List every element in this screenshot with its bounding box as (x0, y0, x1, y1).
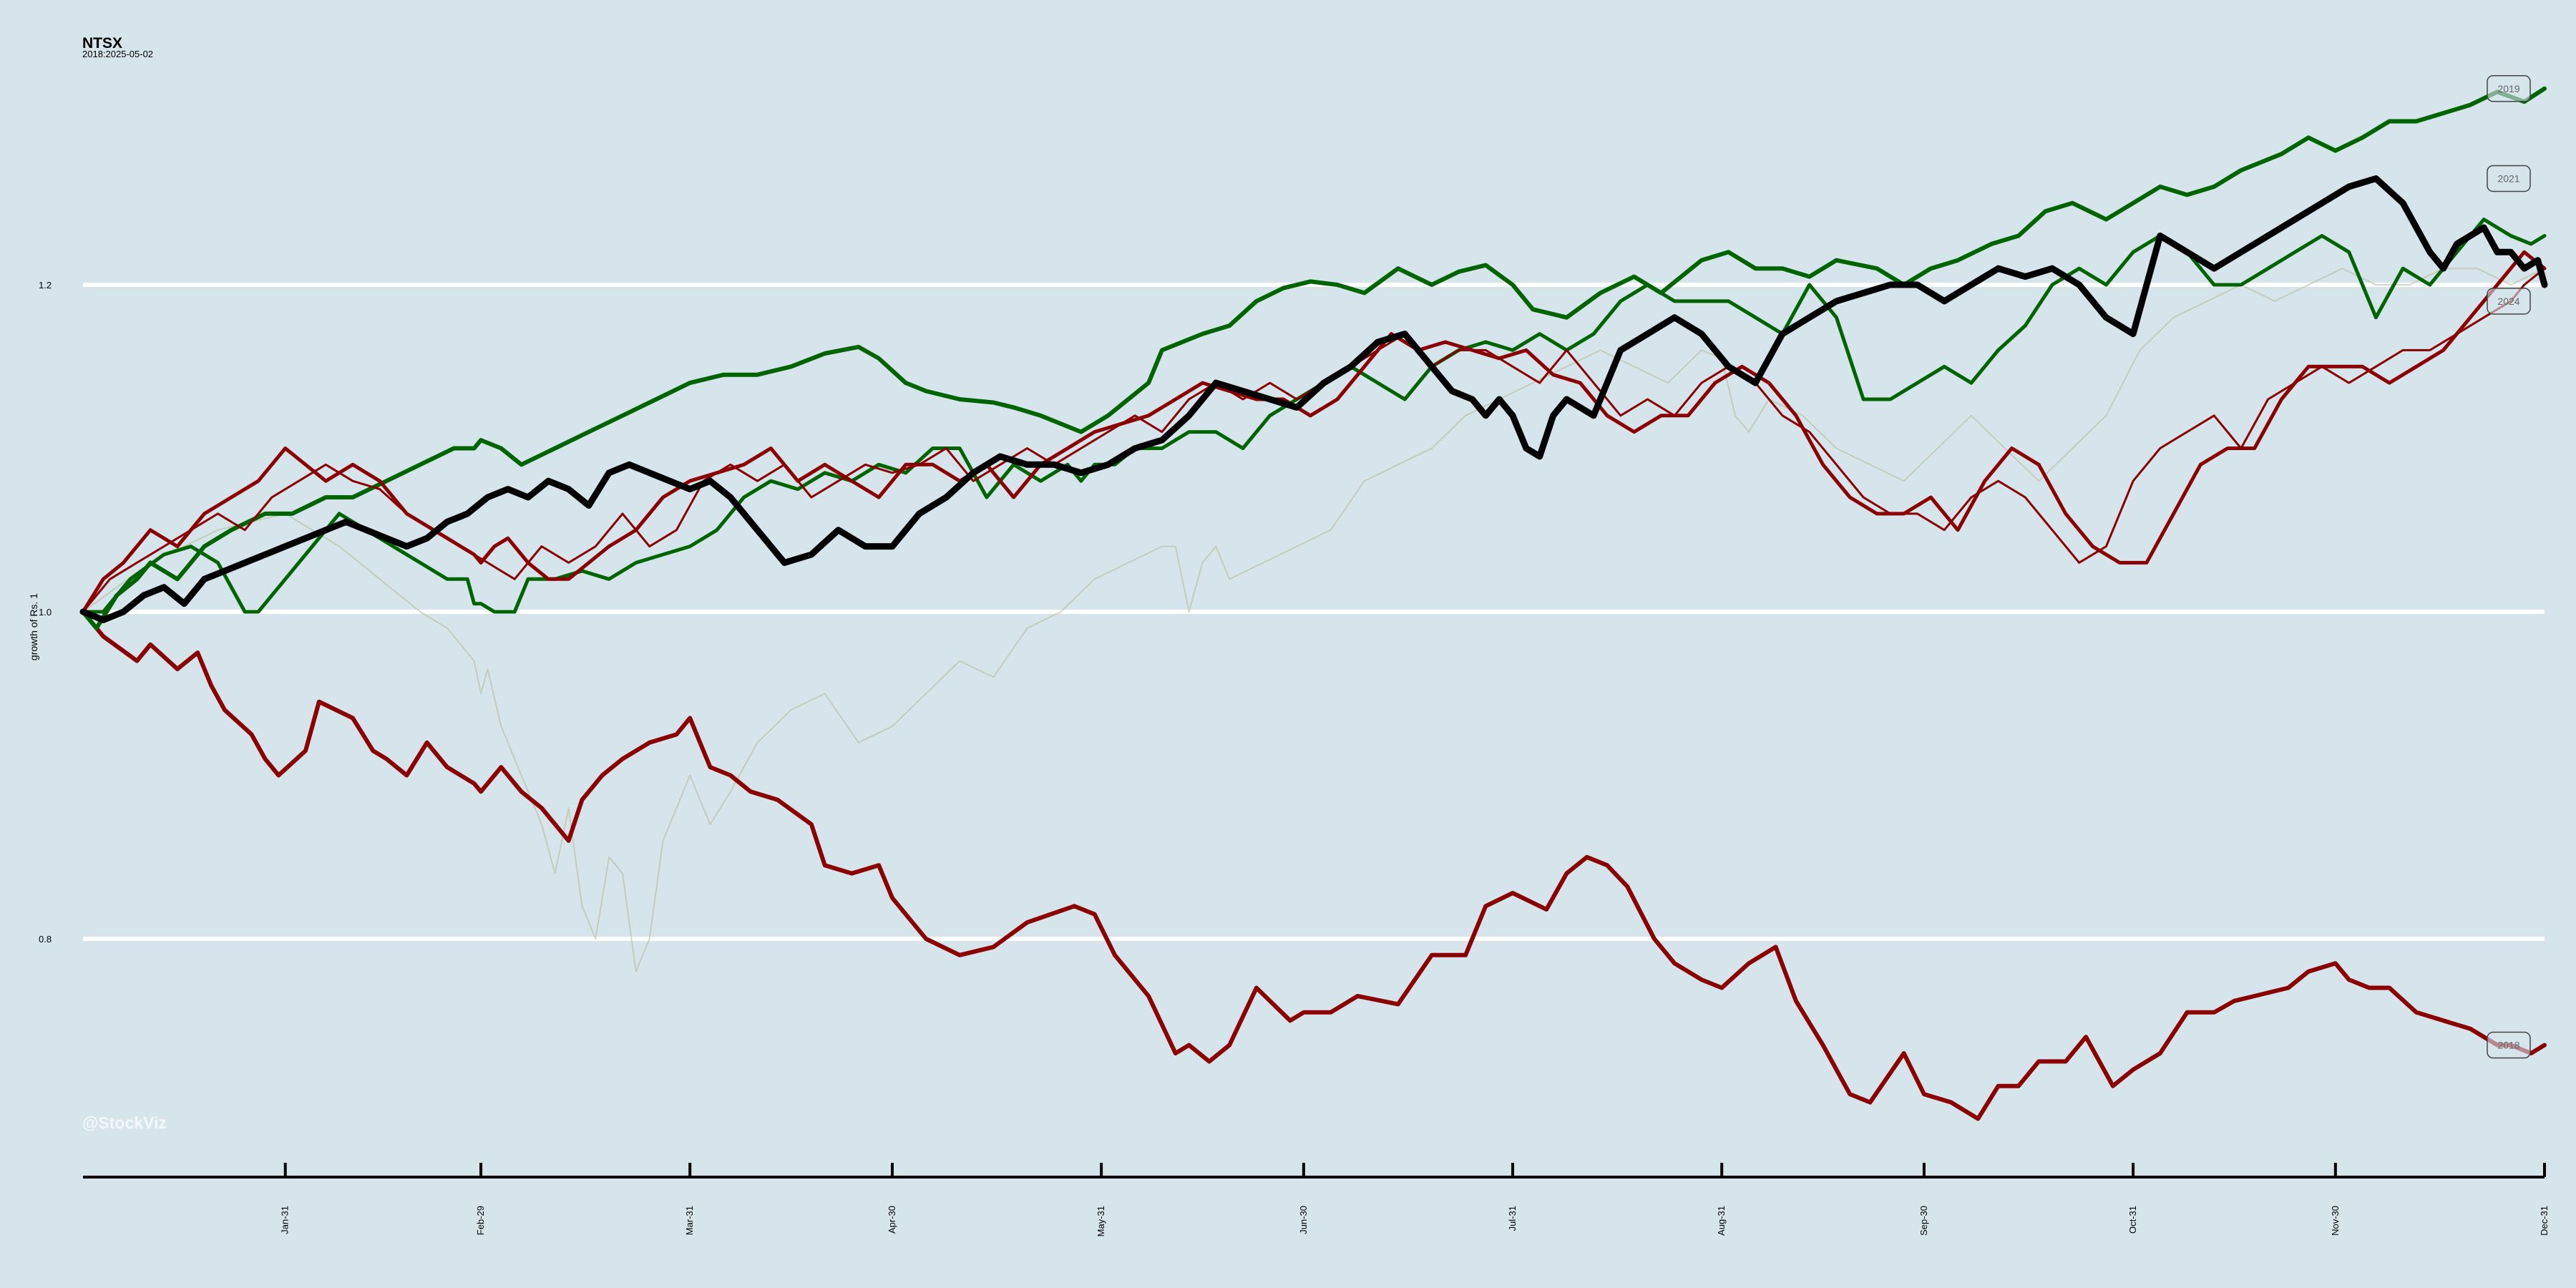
x-axis: Jan-31 Feb-29 Mar-31 Apr-30 May-31 Jun-30 Jul-… (83, 1163, 2550, 1236)
x-tick-label: Nov-30 (2330, 1206, 2341, 1236)
x-tick-label: Dec-31 (2539, 1206, 2550, 1236)
x-tick-label: Oct-31 (2127, 1206, 2138, 1234)
end-label-2019: 2019 (2497, 83, 2519, 94)
end-label-2024: 2024 (2497, 296, 2519, 307)
series-line-2018 (81, 610, 2547, 1121)
x-tick-label: May-31 (1096, 1206, 1106, 1236)
series-lines (79, 86, 2548, 1121)
x-tick-label: Apr-30 (887, 1206, 897, 1234)
x-tick-label: Feb-29 (475, 1206, 486, 1235)
end-label-2021: 2021 (2497, 172, 2519, 184)
end-labels: 2019 2021 2024 2018 (2487, 75, 2531, 1059)
x-tick-label: Jan-31 (280, 1206, 291, 1234)
chart-title: NTSX (82, 35, 122, 52)
y-tick-label: 1.0 (39, 607, 52, 618)
end-label-box (2487, 288, 2531, 315)
x-tick-label: Jun-30 (1298, 1206, 1309, 1234)
x-tick-label: Aug-31 (1716, 1206, 1727, 1236)
watermark: @StockViz (82, 1113, 167, 1132)
series-line-2021 (81, 218, 2547, 614)
end-label-box (2487, 75, 2531, 102)
end-label-2018: 2018 (2497, 1040, 2519, 1051)
y-tick-label: 0.8 (39, 934, 52, 945)
x-tick-label: Jul-31 (1507, 1206, 1518, 1231)
series-line-2019 (81, 86, 2547, 630)
y-axis-label: growth of Rs. 1 (28, 593, 39, 660)
series-line-2023 (79, 175, 2548, 623)
end-label-box (2487, 1031, 2531, 1059)
x-tick-label: Mar-31 (684, 1206, 695, 1235)
chart-subtitle: 2018:2025-05-02 (82, 49, 153, 59)
y-tick-label: 1.2 (39, 280, 52, 291)
x-tick-label: Sep-30 (1918, 1206, 1929, 1236)
series-line-2020 (82, 268, 2545, 972)
end-label-box (2487, 165, 2531, 192)
